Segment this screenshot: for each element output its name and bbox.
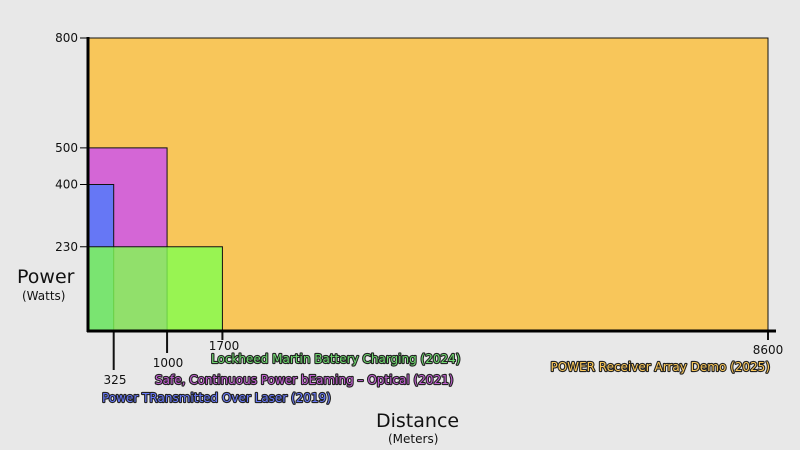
x-axis-label: Distance [376,410,459,432]
series-label: Power TRansmitted Over Laser (2019) [102,391,331,405]
x-tick-label: 1000 [153,356,184,370]
y-tick-label: 400 [55,178,78,192]
y-tick-label: 500 [55,141,78,155]
x-axis-unit: (Meters) [388,432,438,446]
series-label: POWER Receiver Array Demo (2025) [550,360,770,374]
x-tick-label: 1700 [209,339,240,353]
y-tick-label: 800 [55,31,78,45]
y-tick-label: 230 [55,240,78,254]
y-axis-label: Power [17,266,75,288]
x-tick-label: 8600 [753,343,784,357]
x-tick-label: 325 [104,373,127,387]
y-axis-unit: (Watts) [22,289,65,303]
bar-3 [87,246,223,332]
series-label: Lockheed Martin Battery Charging (2024) [211,352,460,366]
series-label: Safe, Continuous Power bEaming – Optical… [155,373,453,387]
